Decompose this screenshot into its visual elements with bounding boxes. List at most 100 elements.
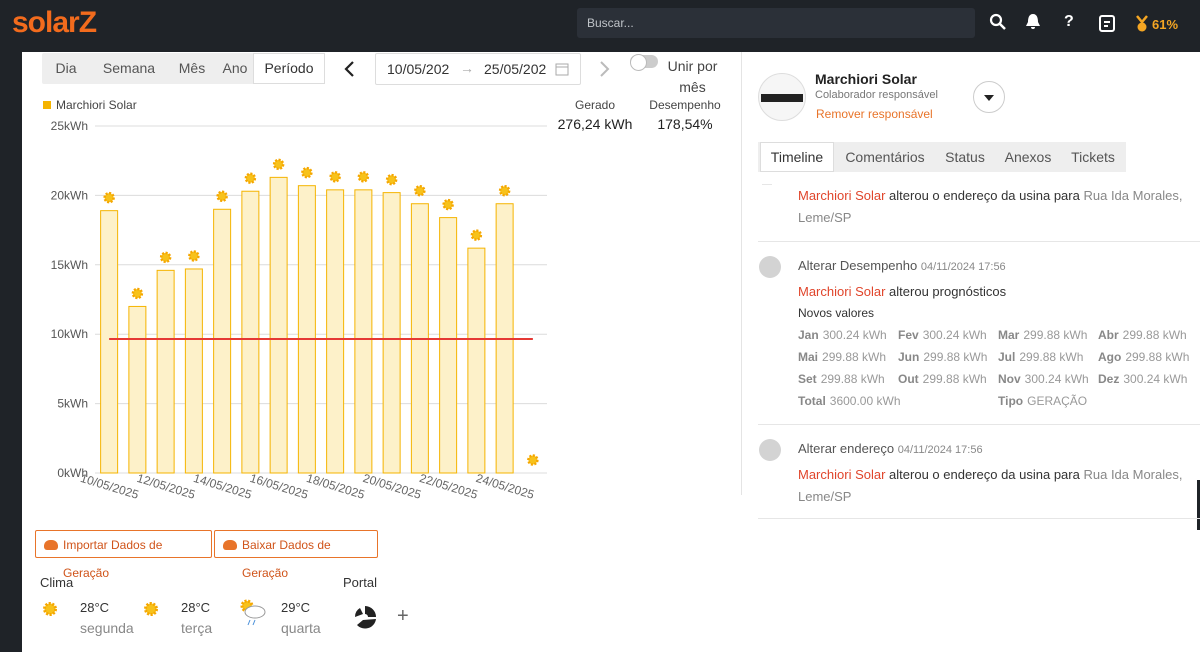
icon-part — [600, 61, 610, 77]
next-button[interactable] — [597, 60, 611, 78]
prev-button[interactable] — [343, 60, 357, 78]
bar — [354, 189, 373, 474]
value-label: Out — [898, 372, 919, 386]
icon-part — [1137, 22, 1147, 32]
add-portal[interactable]: + — [397, 605, 409, 627]
value-cell: Jul 299.88 kWh — [998, 350, 1083, 364]
value-label: Jan — [798, 328, 819, 342]
bar — [269, 176, 288, 474]
timeline-tab[interactable]: Status — [945, 149, 985, 165]
weather-icon — [329, 171, 341, 183]
weather-icon — [498, 184, 511, 197]
value-text: 300.24 kWh — [922, 328, 987, 342]
responsible-role: Colaborador responsável — [815, 89, 938, 101]
icon-part — [999, 23, 1006, 30]
legend-swatch — [43, 101, 51, 109]
y-tick-label: 0kWh — [57, 466, 88, 480]
timeline-tab[interactable]: Anexos — [1004, 149, 1052, 165]
entry-author[interactable]: Marchiori Solar — [798, 467, 886, 482]
weather-icon — [442, 198, 454, 211]
scrollbar — [1197, 480, 1200, 530]
value-cell: Ago 299.88 kWh — [1098, 350, 1189, 364]
weather-icon — [414, 184, 426, 197]
entry-date: 04/11/2024 17:56 — [897, 444, 983, 456]
help-icon[interactable]: ? — [1064, 13, 1074, 30]
separator — [758, 241, 1200, 242]
portal-title: Portal — [343, 575, 377, 590]
temperature: 28°C — [181, 600, 211, 615]
weather-icon — [244, 172, 257, 184]
value-text: 3600.00 kWh — [829, 394, 901, 408]
timeline-entry: Alterar endereço 04/11/2024 17:56 — [798, 438, 1188, 461]
bar — [128, 305, 147, 474]
period-tab[interactable]: Semana — [102, 60, 156, 76]
performance-label: Desempenho — [649, 98, 721, 112]
value-label: Ago — [1098, 350, 1122, 364]
value-text: 299.88 kWh — [1023, 328, 1088, 342]
logo[interactable]: solarZ — [12, 6, 97, 39]
bell-icon[interactable] — [1025, 13, 1041, 31]
weather-icon — [301, 166, 313, 179]
value-cell: Abr 299.88 kWh — [1098, 328, 1187, 342]
value-cell: Dez 300.24 kWh — [1098, 372, 1187, 386]
period-tab[interactable]: Ano — [222, 60, 248, 76]
icon-part — [1099, 15, 1115, 32]
value-text: GERAÇÃO — [1027, 394, 1088, 408]
period-tab[interactable]: Mês — [178, 60, 206, 76]
search-icon[interactable] — [989, 13, 1007, 31]
icon-part — [344, 61, 354, 77]
sidebar-strip — [0, 52, 22, 652]
value-text: 300.24 kWh — [1024, 372, 1089, 386]
x-tick-label: 12/05/2025 — [135, 471, 197, 502]
cloud-icon — [244, 605, 266, 619]
separator — [762, 184, 772, 185]
clipboard-icon[interactable] — [1098, 13, 1116, 33]
responsible-name: Marchiori Solar — [815, 71, 917, 87]
value-label: Fev — [898, 328, 919, 342]
entry-action: alterou o endereço da usina para — [889, 467, 1080, 482]
dropdown-button[interactable] — [973, 81, 1005, 113]
temperature: 28°C — [80, 600, 110, 615]
period-tab[interactable]: Dia — [55, 60, 77, 76]
weekday: segunda — [80, 620, 134, 636]
toggle-label: Unir por mês — [667, 58, 718, 95]
download-button[interactable]: Baixar Dados de Geração — [214, 530, 378, 580]
value-cell: Set 299.88 kWh — [798, 372, 885, 386]
divider — [741, 52, 742, 495]
search-box[interactable]: Buscar... — [577, 8, 975, 38]
remove-responsible[interactable]: Remover responsável — [816, 107, 933, 121]
date-end: 25/05/202 — [484, 61, 547, 77]
entry-date: 04/11/2024 17:56 — [920, 261, 1006, 273]
period-tab[interactable]: Período — [253, 53, 325, 84]
icon-part — [989, 13, 1003, 27]
weather-icon — [385, 173, 398, 186]
bar — [100, 210, 119, 474]
y-tick-label: 15kWh — [51, 258, 88, 272]
timeline-dot — [759, 256, 781, 278]
x-tick-label: 18/05/2025 — [305, 471, 367, 502]
bar — [326, 189, 345, 474]
value-text: 300.24 kWh — [1123, 372, 1188, 386]
arrow: → — [460, 60, 474, 76]
climate-icons — [43, 599, 266, 626]
date-range[interactable]: 10/05/202 → 25/05/202 — [375, 53, 581, 85]
icon-part — [357, 619, 376, 629]
legend-label[interactable]: Marchiori Solar — [56, 98, 137, 112]
import-button[interactable]: Importar Dados de Geração — [35, 530, 212, 580]
value-label: Nov — [998, 372, 1021, 386]
value-text: 299.88 kWh — [822, 350, 887, 364]
entry-author[interactable]: Marchiori Solar — [798, 188, 886, 203]
value-text: 299.88 kWh — [1122, 328, 1187, 342]
icon-part — [1026, 14, 1040, 29]
bar — [156, 269, 175, 474]
timeline-tab[interactable]: Tickets — [1071, 149, 1115, 165]
portal-logo[interactable] — [352, 604, 378, 630]
timeline-tab[interactable]: Timeline — [760, 142, 834, 172]
timeline-tab[interactable]: Comentários — [845, 149, 925, 165]
value-cell: Mai 299.88 kWh — [798, 350, 886, 364]
y-tick-label: 25kWh — [51, 119, 88, 133]
x-tick-label: 14/05/2025 — [192, 471, 254, 502]
entry-author[interactable]: Marchiori Solar — [798, 284, 886, 299]
toggle[interactable] — [630, 54, 658, 71]
timeline-entry: Alterar Desempenho 04/11/2024 17:56 — [798, 255, 1188, 278]
